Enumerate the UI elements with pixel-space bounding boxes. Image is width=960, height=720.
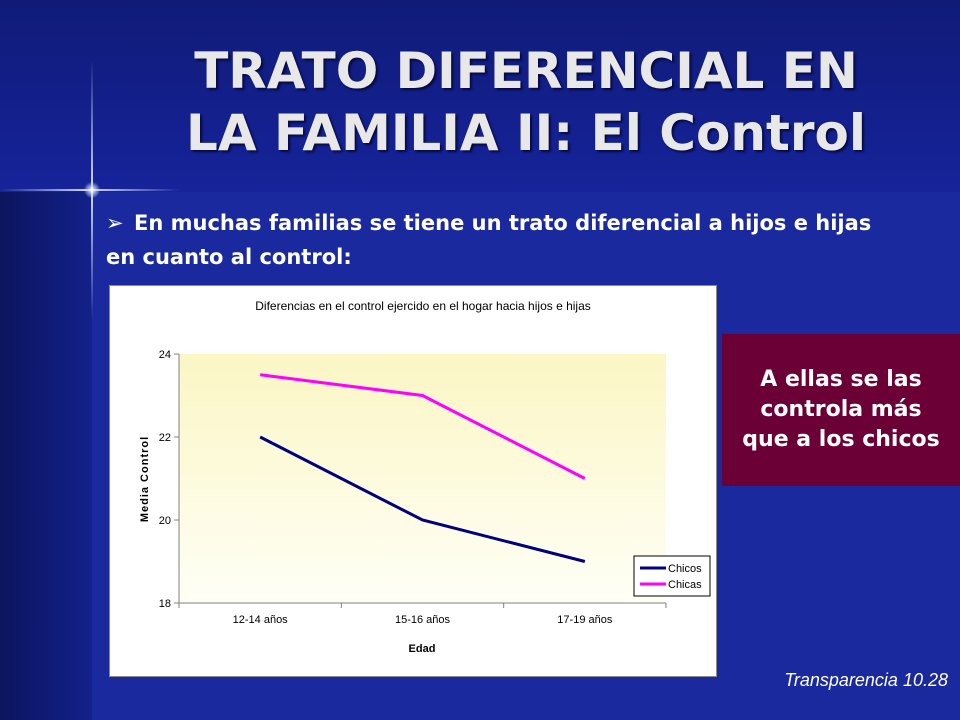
chart-container: Diferencias en el control ejercido en el… bbox=[109, 285, 717, 677]
series-line-chicos bbox=[259, 435, 586, 563]
slide-title: TRATO DIFERENCIAL EN LA FAMILIA II: El C… bbox=[92, 40, 960, 164]
x-tick-label: 15-16 años bbox=[395, 614, 451, 626]
line-chart: Diferencias en el control ejercido en el… bbox=[139, 299, 711, 655]
bullet-text: En muchas familias se tiene un trato dif… bbox=[106, 211, 872, 269]
legend-label: Chicos bbox=[668, 563, 702, 575]
y-tick-label: 20 bbox=[159, 515, 171, 527]
chart-title: Diferencias en el control ejercido en el… bbox=[255, 299, 591, 313]
background-top-band bbox=[0, 0, 960, 192]
x-axis-label: Edad bbox=[409, 643, 436, 655]
slide-title-line-2: LA FAMILIA II: El Control bbox=[185, 104, 866, 162]
arrow-bullet-icon: ➢ bbox=[106, 211, 124, 235]
callout-box: A ellas se las controla más que a los ch… bbox=[722, 334, 960, 486]
x-tick-label: 17-19 años bbox=[557, 614, 613, 626]
series-line-chicas bbox=[259, 373, 586, 480]
bullet-point: ➢ En muchas familias se tiene un trato di… bbox=[106, 206, 876, 274]
plot-area bbox=[179, 354, 666, 603]
y-tick-label: 24 bbox=[159, 349, 171, 361]
legend-label: Chicas bbox=[668, 579, 702, 591]
y-tick-label: 22 bbox=[159, 432, 171, 444]
callout-text: A ellas se las controla más que a los ch… bbox=[742, 367, 940, 452]
slide-footer: Transparencia 10.28 bbox=[784, 670, 948, 690]
slide-title-line-1: TRATO DIFERENCIAL EN bbox=[194, 42, 858, 100]
light-flare-center bbox=[84, 182, 100, 198]
chart-legend: Chicos Chicas bbox=[633, 555, 711, 597]
legend-box bbox=[633, 555, 711, 597]
x-tick-label: 12-14 años bbox=[233, 614, 289, 626]
y-axis-label: Media Control bbox=[139, 436, 151, 522]
y-tick-label: 18 bbox=[159, 598, 171, 610]
